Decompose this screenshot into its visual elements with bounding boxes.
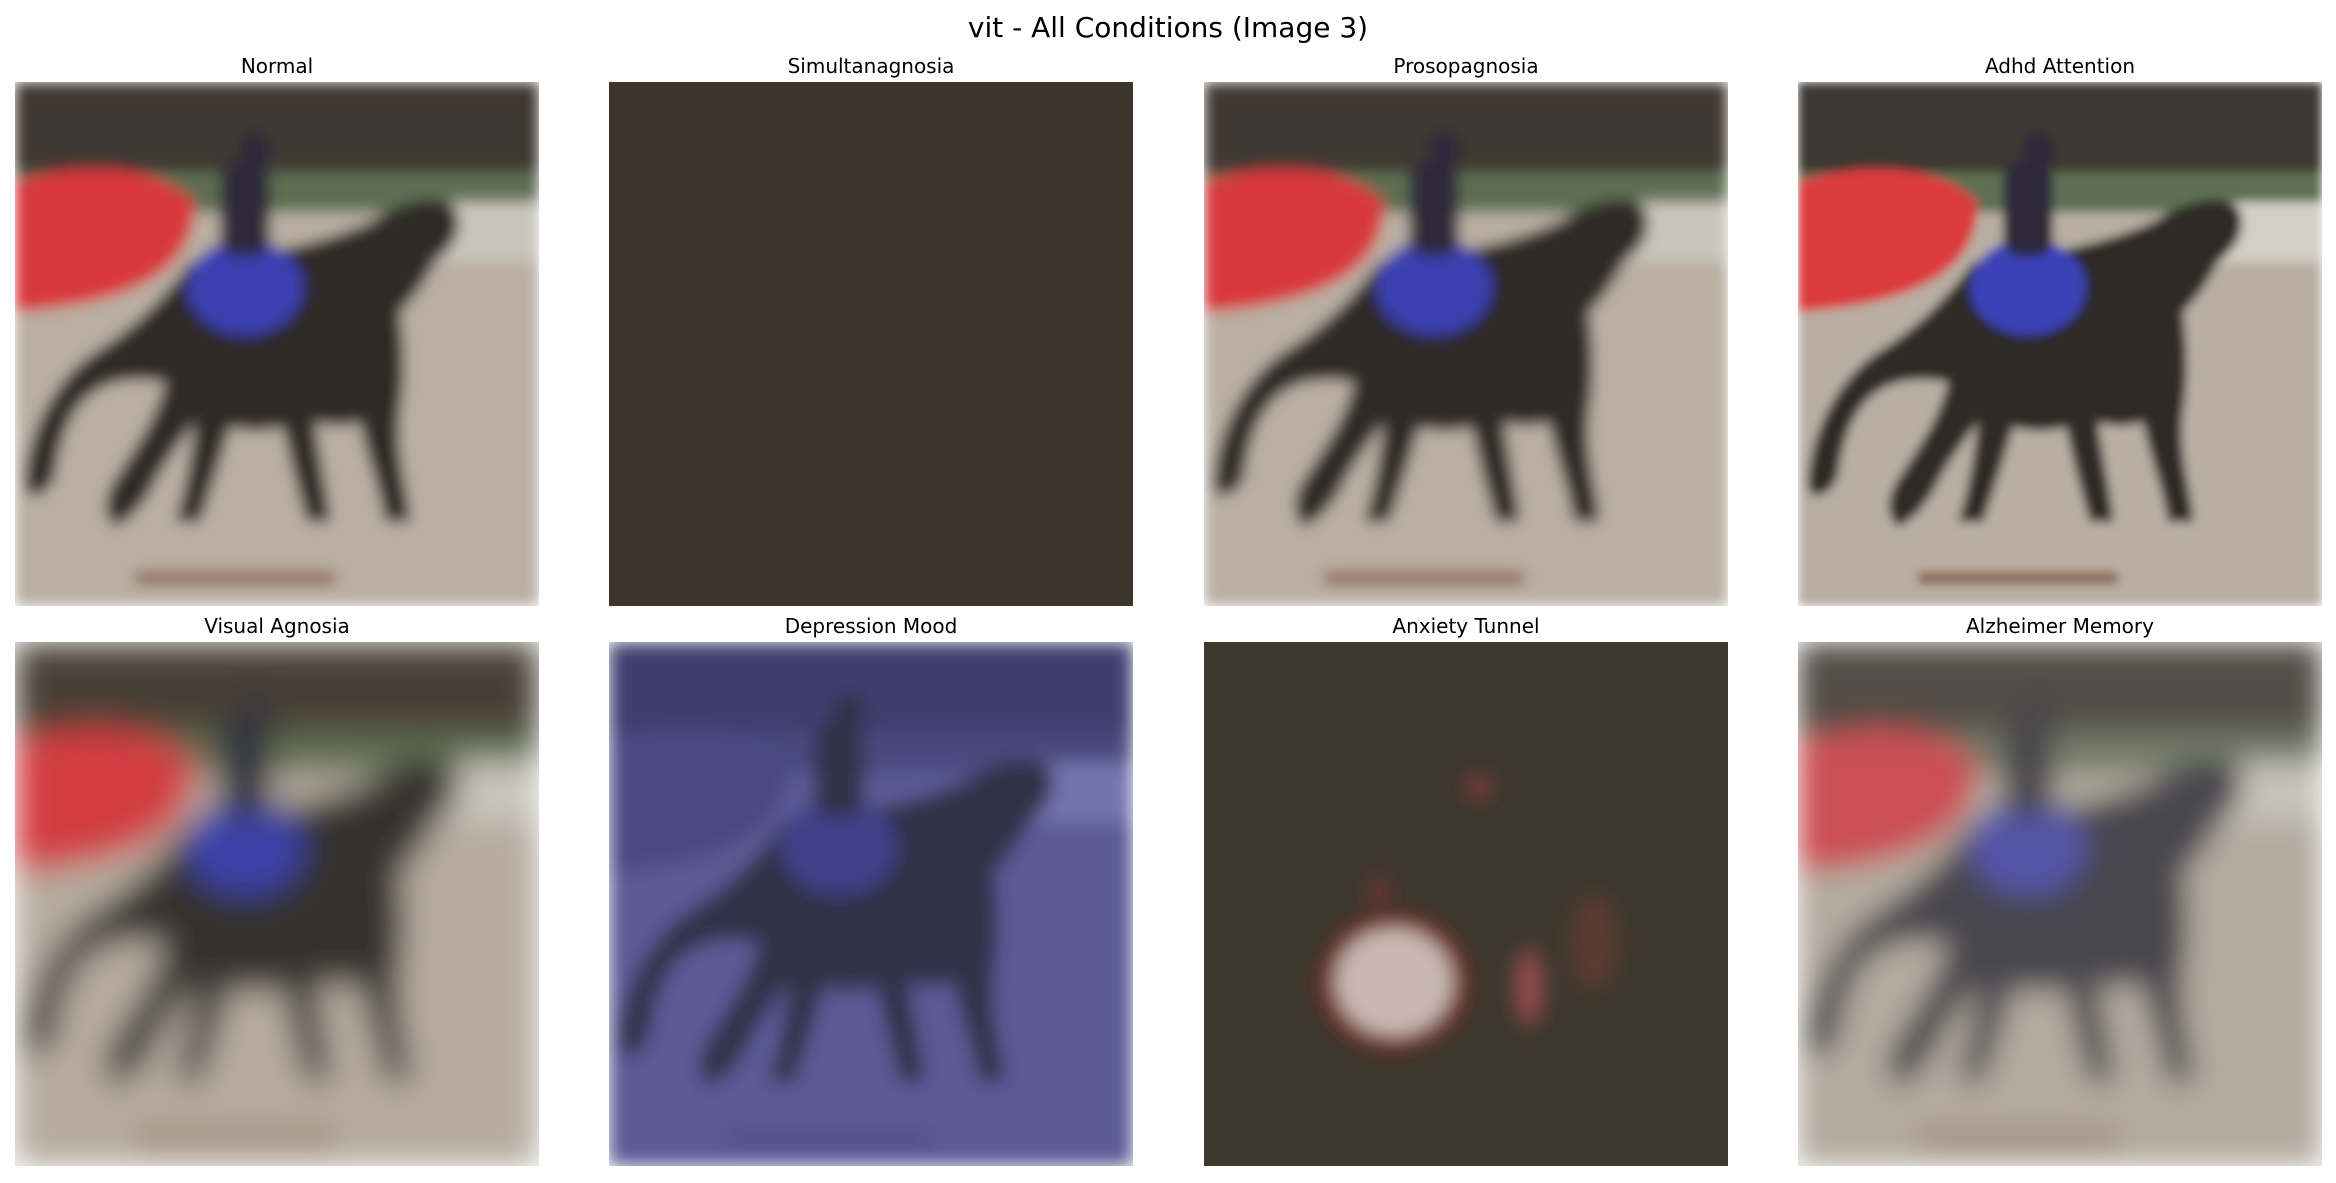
side-glow — [1570, 896, 1618, 988]
red-banner — [1798, 168, 1978, 312]
bright-center — [1334, 927, 1454, 1037]
red-banner — [15, 168, 195, 312]
horse-silhouette — [1214, 199, 1648, 527]
condition-image — [15, 82, 539, 606]
faint-red-spot — [1467, 775, 1491, 799]
condition-image — [609, 642, 1133, 1166]
panel-title: Normal — [240, 54, 314, 78]
figure-title: vit - All Conditions (Image 3) — [967, 11, 1369, 44]
tint-overlay — [1798, 642, 2322, 1166]
condition-image — [1798, 642, 2322, 1166]
rider — [220, 722, 270, 817]
flat-fill — [609, 82, 1133, 606]
panel-image — [609, 82, 1133, 606]
red-banner — [15, 728, 195, 872]
panel-image — [1204, 642, 1728, 1166]
horse-silhouette — [25, 199, 459, 527]
panel-title: Depression Mood — [784, 614, 958, 638]
ground-shadow — [135, 572, 335, 584]
panel-title: Alzheimer Memory — [1966, 614, 2154, 638]
rider-head — [239, 132, 271, 172]
panel-image — [15, 82, 539, 606]
panel-title: Simultanagnosia — [787, 54, 955, 78]
rider-head — [2022, 132, 2054, 172]
rider-head — [1428, 132, 1460, 172]
rider — [220, 162, 270, 257]
faint-red-spot — [1369, 878, 1389, 906]
rider-saddle-cloth — [1970, 239, 2086, 335]
panel-title: Prosopagnosia — [1393, 54, 1539, 78]
panel-title: Anxiety Tunnel — [1392, 614, 1540, 638]
rider-saddle-cloth — [1376, 239, 1492, 335]
tint-overlay — [609, 642, 1133, 1166]
condition-image — [1798, 82, 2322, 606]
ground-shadow — [135, 1132, 335, 1144]
horse-silhouette — [25, 759, 459, 1087]
horse-silhouette — [1808, 199, 2242, 527]
panel-image — [1798, 82, 2322, 606]
panel-title: Adhd Attention — [1984, 54, 2136, 78]
ground-shadow — [1918, 572, 2118, 584]
panel-image — [1204, 82, 1728, 606]
red-banner — [1204, 168, 1384, 312]
ground-shadow — [1324, 572, 1524, 584]
rider-head — [239, 692, 271, 732]
panel-title: Visual Agnosia — [204, 614, 350, 638]
condition-image — [609, 82, 1133, 606]
rider — [1409, 162, 1459, 257]
rider — [2003, 162, 2053, 257]
red-rim — [1321, 915, 1467, 1049]
rider-saddle-cloth — [187, 799, 303, 895]
condition-image — [1204, 642, 1728, 1166]
dark-vignette — [1204, 642, 1728, 1166]
panel-image — [15, 642, 539, 1166]
condition-image — [15, 642, 539, 1166]
panel-image — [1798, 642, 2322, 1166]
condition-image — [1204, 82, 1728, 606]
side-glow — [1513, 949, 1545, 1025]
panel-image — [609, 642, 1133, 1166]
rider-saddle-cloth — [187, 239, 303, 335]
